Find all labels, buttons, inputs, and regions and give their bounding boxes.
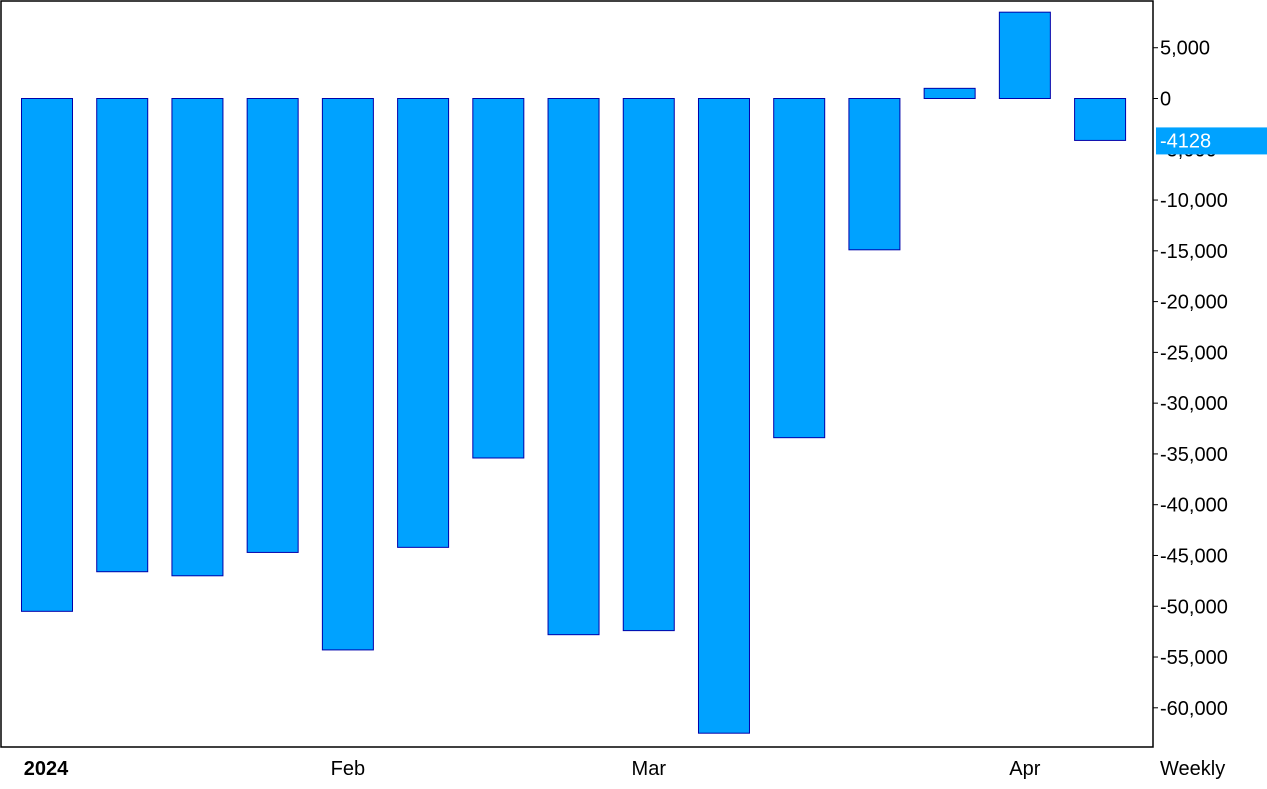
bar	[96, 98, 149, 573]
y-tick-label: -30,000	[1160, 393, 1228, 415]
x-tick-label: Mar	[632, 758, 667, 780]
y-tick-label: -45,000	[1160, 545, 1228, 567]
y-tick-label: -10,000	[1160, 190, 1228, 212]
y-tick-label: -40,000	[1160, 495, 1228, 517]
bar	[246, 98, 299, 553]
bar	[171, 98, 224, 577]
bar	[321, 98, 374, 651]
y-tick-label: 0	[1160, 89, 1171, 111]
bar	[472, 98, 525, 459]
bar	[773, 98, 826, 439]
x-tick-label: Apr	[1009, 758, 1040, 780]
bar	[547, 98, 600, 636]
bars-group	[21, 11, 1127, 734]
last-value-label: -4128	[1160, 130, 1211, 152]
y-tick-label: -60,000	[1160, 698, 1228, 720]
y-tick-label: -35,000	[1160, 444, 1228, 466]
bar	[1074, 98, 1127, 141]
bar	[923, 87, 976, 100]
bar	[622, 98, 675, 632]
y-tick-label: -55,000	[1160, 647, 1228, 669]
bar	[397, 98, 450, 548]
bar	[697, 98, 750, 734]
period-label: Weekly	[1160, 758, 1225, 780]
x-tick-label: 2024	[24, 758, 69, 780]
y-tick-label: -15,000	[1160, 241, 1228, 263]
y-tick-label: -25,000	[1160, 342, 1228, 364]
x-axis: 2024 Feb Mar Apr Weekly	[24, 758, 1225, 780]
bar	[848, 98, 901, 251]
y-tick-label: -50,000	[1160, 596, 1228, 618]
x-tick-label: Feb	[331, 758, 365, 780]
y-tick-label: -20,000	[1160, 292, 1228, 314]
y-axis: -5,0005,0000-10,000-15,000-20,000-25,000…	[1153, 38, 1267, 720]
bar	[998, 11, 1051, 99]
bar	[21, 98, 73, 612]
y-tick-label: 5,000	[1160, 38, 1210, 60]
last-value-marker	[1156, 127, 1267, 155]
